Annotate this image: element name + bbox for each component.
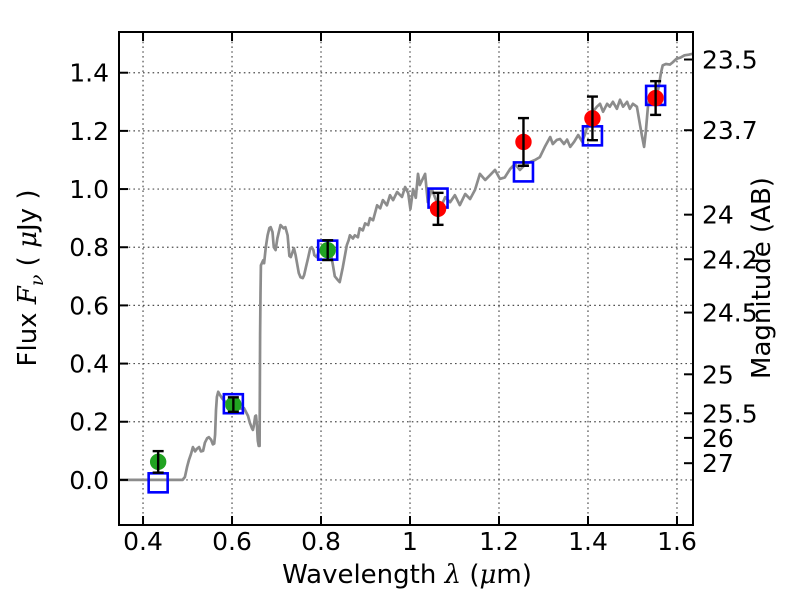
x-tick-label: 1.6 — [657, 527, 697, 556]
x-tick-label: 1.2 — [479, 527, 519, 556]
y-tick-label-flux: 0.4 — [69, 350, 109, 379]
y-tick-label-magnitude: 24 — [702, 201, 734, 230]
y-tick-label-magnitude: 25 — [702, 360, 734, 389]
y-tick-label-magnitude: 23.7 — [702, 116, 758, 145]
x-tick-label: 0.6 — [212, 527, 252, 556]
x-tick-label: 0.8 — [301, 527, 341, 556]
axes-layer — [118, 31, 694, 526]
y-tick-label-magnitude: 25.5 — [702, 399, 758, 428]
x-tick-label: 1 — [402, 527, 418, 556]
x-tick-label: 0.4 — [123, 527, 163, 556]
y-tick-label-magnitude: 24.5 — [702, 299, 758, 328]
axes-spines — [118, 31, 694, 526]
y-tick-label-flux: 1.4 — [69, 59, 109, 88]
x-tick-label: 1.4 — [568, 527, 608, 556]
y-tick-label-flux: 0.8 — [69, 233, 109, 262]
tick-label-layer: 0.4 0.6 0.8 1 1.2 1.4 1.6 0.0 0.2 0.4 0.6 0.8 1.0 1.2… — [69, 46, 757, 556]
y-axis-label-right: Magnitude (AB) — [747, 177, 777, 379]
plot-content — [118, 52, 694, 494]
y-tick-label-magnitude: 26 — [702, 424, 734, 453]
model-photometry-marker — [222, 392, 245, 415]
data-layer — [118, 52, 694, 494]
y-tick-label-flux: 1.2 — [69, 117, 109, 146]
y-tick-label-flux: 0.0 — [69, 466, 109, 495]
y-tick-label-magnitude: 23.5 — [702, 46, 758, 75]
x-axis-label: Wavelength λ (μm) — [282, 560, 532, 590]
y-tick-label-flux: 0.2 — [69, 408, 109, 437]
model-spectrum-line — [118, 52, 694, 482]
y-tick-label-flux: 0.6 — [69, 291, 109, 320]
y-tick-label-magnitude: 27 — [702, 449, 734, 478]
y-axis-label-left: Flux Fν ( μJy ) — [13, 190, 48, 367]
y-tick-label-magnitude: 24.2 — [702, 245, 758, 274]
y-tick-label-flux: 1.0 — [69, 175, 109, 204]
